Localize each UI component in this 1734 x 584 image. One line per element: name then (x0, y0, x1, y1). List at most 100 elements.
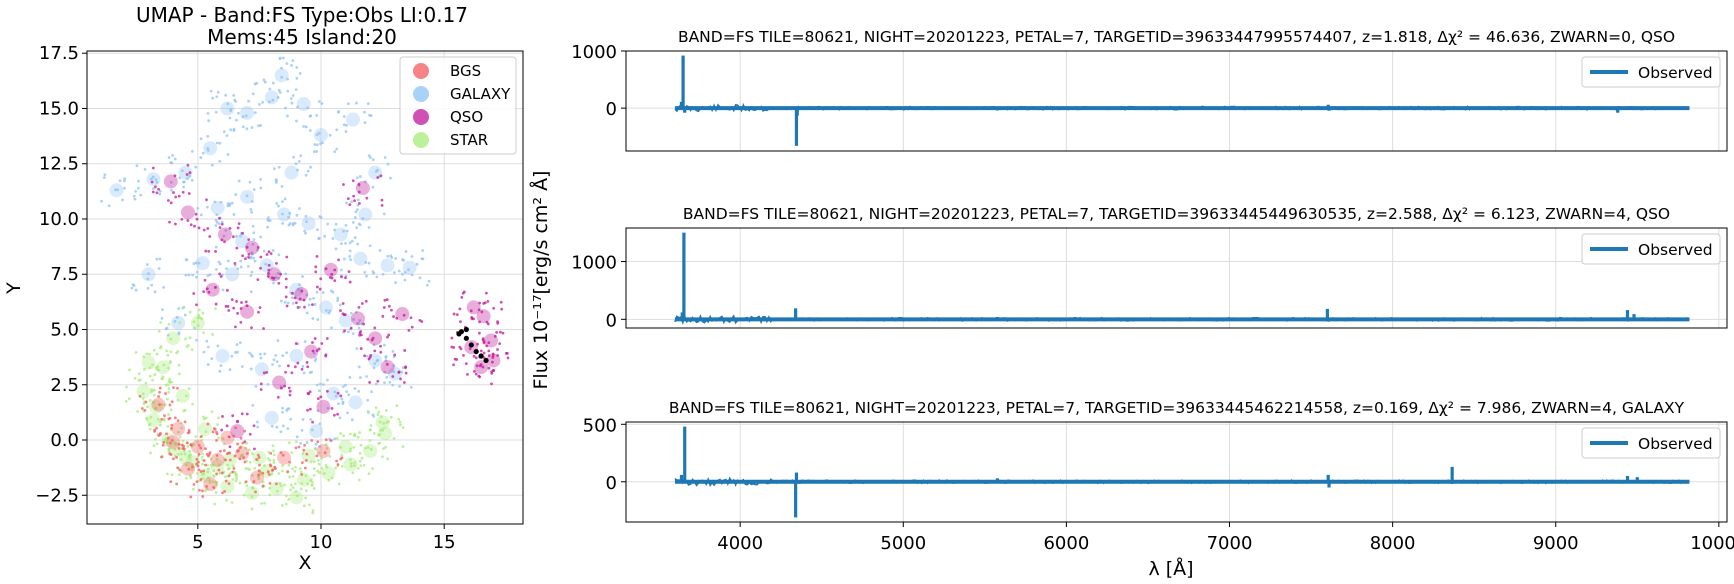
umap-point (169, 480, 173, 484)
umap-point (231, 235, 235, 239)
umap-point (348, 241, 352, 245)
umap-point (202, 331, 205, 335)
umap-point (130, 286, 134, 290)
umap-point (466, 372, 469, 376)
umap-point (300, 428, 304, 432)
umap-point (306, 106, 310, 110)
umap-track-point (478, 353, 484, 359)
umap-point (308, 297, 312, 301)
umap-point (247, 99, 250, 103)
umap-point (382, 447, 385, 451)
spectrum-y-tick-label: 1000 (571, 253, 617, 274)
umap-point (133, 197, 137, 201)
umap-point (196, 471, 199, 475)
umap-point (144, 381, 148, 385)
umap-point (239, 320, 243, 324)
legend-marker-qso (413, 109, 429, 125)
umap-point (244, 114, 248, 118)
umap-point (170, 400, 174, 404)
umap-point (324, 309, 328, 312)
umap-point (376, 358, 379, 362)
umap-point (234, 325, 237, 329)
umap-point (195, 256, 210, 271)
umap-point (253, 259, 257, 263)
umap-point (297, 159, 301, 163)
umap-point (339, 394, 343, 398)
umap-y-tick-label: 0.0 (50, 430, 79, 451)
umap-point (350, 239, 354, 243)
legend-label-qso: QSO (450, 108, 483, 126)
umap-point (183, 452, 187, 456)
umap-point (492, 306, 496, 310)
umap-point (176, 419, 180, 423)
umap-point (401, 272, 404, 276)
umap-point (187, 467, 191, 471)
umap-point (217, 416, 221, 420)
umap-point (155, 257, 159, 261)
umap-point (134, 288, 138, 292)
umap-point (196, 324, 200, 328)
umap-point (240, 365, 244, 368)
umap-point (410, 273, 414, 277)
umap-point (298, 297, 302, 301)
umap-point (188, 310, 192, 314)
umap-point (198, 316, 202, 319)
umap-point (256, 246, 260, 249)
umap-point (241, 115, 245, 119)
umap-point (176, 452, 180, 456)
umap-series-star (124, 306, 405, 515)
umap-point (266, 470, 270, 474)
umap-point (166, 199, 170, 202)
umap-point (294, 162, 298, 166)
umap-point (291, 301, 295, 305)
umap-point (309, 479, 312, 483)
umap-point (364, 299, 368, 303)
umap-point (356, 242, 360, 246)
umap-point (219, 275, 223, 278)
umap-point (368, 355, 372, 359)
umap-point (316, 409, 320, 413)
umap-point (185, 441, 189, 445)
umap-point (192, 482, 196, 486)
umap-x-tick-label: 10 (310, 532, 333, 553)
umap-point (302, 125, 306, 128)
umap-point (289, 490, 304, 505)
umap-point (294, 342, 298, 345)
umap-point (165, 349, 169, 353)
umap-point (232, 434, 236, 438)
umap-point (181, 439, 185, 443)
umap-point (197, 226, 201, 230)
umap-point (234, 479, 238, 483)
umap-point (195, 270, 199, 274)
umap-point (299, 470, 303, 474)
umap-point (215, 457, 219, 461)
umap-point (346, 197, 350, 201)
umap-point (311, 511, 315, 515)
umap-point (185, 394, 188, 398)
umap-point (163, 403, 167, 407)
umap-point (199, 446, 203, 450)
umap-y-tick-label: −2.5 (35, 485, 79, 506)
umap-point (356, 466, 360, 470)
umap-point (258, 463, 261, 467)
umap-point (325, 446, 329, 450)
umap-point (152, 348, 156, 352)
umap-point (336, 296, 340, 300)
umap-point (247, 252, 251, 256)
umap-point (371, 467, 375, 471)
umap-point (218, 226, 222, 229)
umap-point (248, 351, 252, 355)
umap-point (335, 436, 339, 440)
umap-point (367, 472, 371, 476)
umap-point (336, 463, 340, 466)
umap-point (276, 339, 280, 342)
umap-point (284, 370, 287, 374)
umap-point (338, 439, 353, 454)
umap-point (410, 325, 414, 329)
umap-point (232, 213, 236, 216)
umap-point (379, 174, 383, 178)
umap-point (194, 165, 198, 169)
umap-point (291, 94, 295, 97)
umap-point (339, 309, 342, 312)
umap-point (169, 350, 173, 354)
